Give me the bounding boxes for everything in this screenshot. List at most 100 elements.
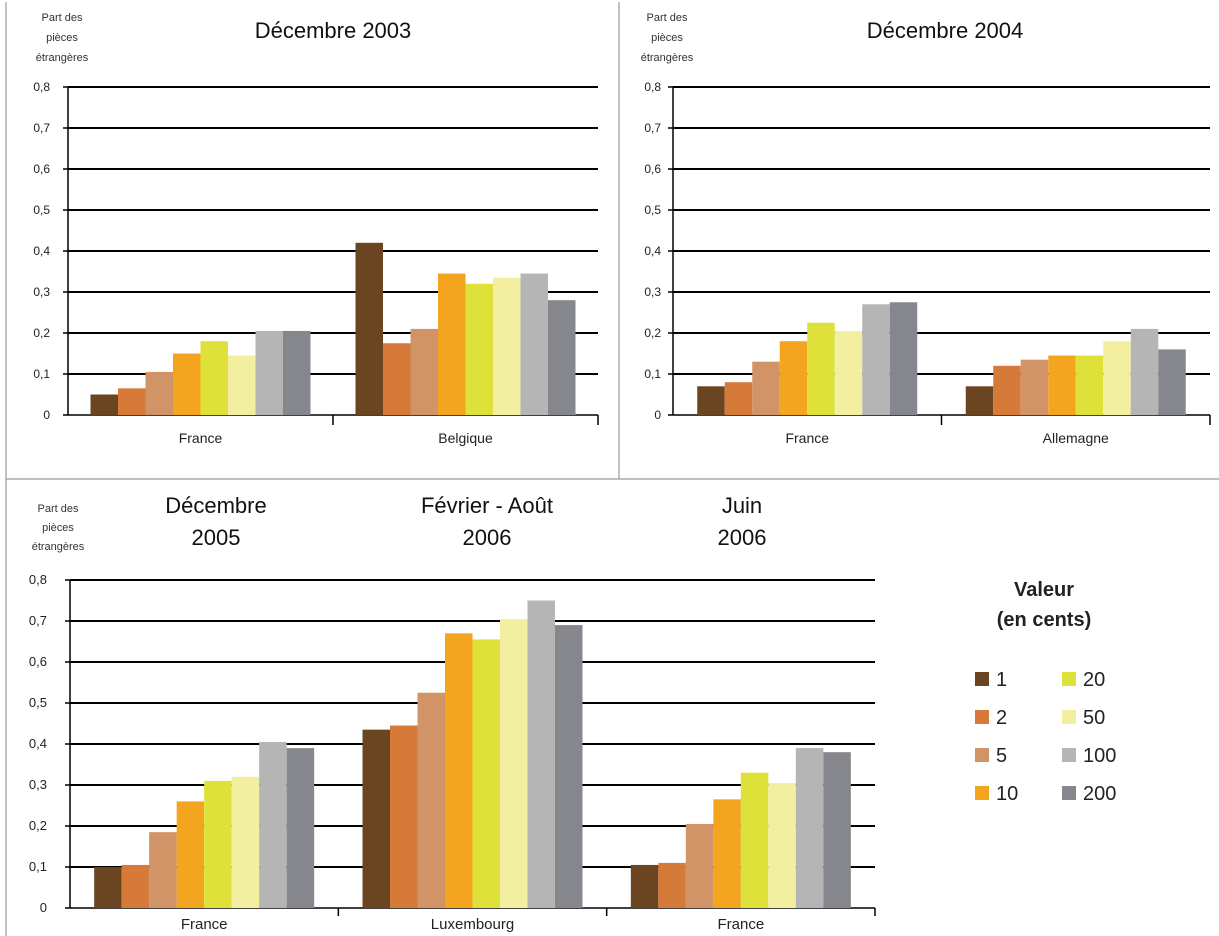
bar-2-cents <box>121 864 150 908</box>
chart-panel-2005-2006: Part des pièces étrangères Décembre 2005… <box>29 493 876 933</box>
y-tick-label: 0,4 <box>644 244 661 258</box>
bar-5-cents <box>149 832 177 908</box>
y-tick-label: 0,3 <box>644 285 661 299</box>
legend-label: 10 <box>996 783 1018 805</box>
bar-100-cents <box>259 741 287 908</box>
x-category-label: Belgique <box>438 430 493 446</box>
x-category-label: Luxembourg <box>431 916 514 933</box>
bar-200-cents <box>823 752 851 908</box>
y-tick-label: 0 <box>40 900 47 915</box>
bar-200-cents <box>1158 349 1186 415</box>
y-tick-label: 0,8 <box>29 572 47 587</box>
y-tick-label: 0,1 <box>29 859 47 874</box>
legend-label: 200 <box>1083 783 1116 805</box>
bar-50-cents <box>834 330 863 415</box>
legend-label: 50 <box>1083 707 1105 729</box>
bar-10-cents <box>438 273 466 415</box>
y-tick-label: 0,3 <box>29 777 47 792</box>
x-category-label: Allemagne <box>1043 430 1109 446</box>
y-tick-label: 0,1 <box>644 367 661 381</box>
bar-1-cents <box>362 729 390 908</box>
bar-1-cents <box>965 386 994 415</box>
x-category-label: France <box>181 916 228 933</box>
bar-2-cents <box>383 343 411 415</box>
legend-swatch-50 <box>1062 710 1076 724</box>
y-axis-label-line: étrangères <box>641 52 694 64</box>
bar-5-cents <box>145 371 173 415</box>
group-title-line: Décembre <box>165 493 266 518</box>
chart-panel-december-2004: Part des pièces étrangères Décembre 2004… <box>641 12 1211 446</box>
legend-swatch-200 <box>1062 786 1076 800</box>
y-tick-label: 0,2 <box>29 818 47 833</box>
y-tick-label: 0,6 <box>644 162 661 176</box>
bar-10-cents <box>445 633 473 908</box>
bar-10-cents <box>779 341 808 415</box>
bar-50-cents <box>1103 341 1131 415</box>
legend-swatch-1 <box>975 672 989 686</box>
bar-1-cents <box>94 867 122 908</box>
y-tick-label: 0,4 <box>33 244 50 258</box>
bar-100-cents <box>520 273 548 415</box>
bar-2-cents <box>118 388 146 415</box>
legend-swatch-2 <box>975 710 989 724</box>
bar-50-cents <box>500 618 528 908</box>
y-tick-label: 0,5 <box>29 695 47 710</box>
bar-2-cents <box>993 365 1021 415</box>
bar-2-cents <box>390 725 418 908</box>
bar-1-cents <box>90 394 118 415</box>
bar-100-cents <box>795 748 824 908</box>
chart-panel-december-2003: Part des pièces étrangères Décembre 2003… <box>33 12 599 446</box>
x-category-label: France <box>785 430 829 446</box>
y-tick-label: 0,5 <box>644 203 661 217</box>
bar-20-cents <box>465 283 493 415</box>
legend: Valeur (en cents) 1 2 5 10 20 50 100 200 <box>975 579 1116 805</box>
y-tick-label: 0,4 <box>29 736 47 751</box>
y-tick-label: 0,7 <box>33 121 50 135</box>
bar-200-cents <box>889 302 918 415</box>
group-title-line: 2006 <box>463 525 512 550</box>
y-tick-label: 0 <box>654 408 661 422</box>
y-tick-label: 0,2 <box>644 326 661 340</box>
bar-10-cents <box>1048 355 1076 415</box>
bar-50-cents <box>768 782 796 908</box>
x-category-label: France <box>717 916 764 933</box>
y-axis-label-line: pièces <box>42 522 74 534</box>
group-title-line: 2005 <box>192 525 241 550</box>
bar-20-cents <box>1075 355 1104 415</box>
y-axis-label-line: Part des <box>42 12 83 24</box>
y-tick-label: 0,8 <box>33 80 50 94</box>
legend-swatch-5 <box>975 748 989 762</box>
bar-100-cents <box>862 304 890 415</box>
bar-20-cents <box>740 772 769 908</box>
y-axis-label-line: étrangères <box>32 541 85 553</box>
bar-100-cents <box>527 600 555 908</box>
chart-title: Décembre 2003 <box>255 18 412 43</box>
bar-5-cents <box>752 361 780 415</box>
bar-5-cents <box>410 328 438 415</box>
y-tick-label: 0,6 <box>33 162 50 176</box>
legend-label: 2 <box>996 707 1007 729</box>
bar-1-cents <box>355 242 383 415</box>
legend-swatch-10 <box>975 786 989 800</box>
legend-label: 20 <box>1083 669 1105 691</box>
legend-label: 100 <box>1083 745 1116 767</box>
bar-100-cents <box>255 330 283 415</box>
y-tick-label: 0,8 <box>644 80 661 94</box>
bar-5-cents <box>1020 359 1049 415</box>
y-tick-label: 0,1 <box>33 367 50 381</box>
legend-title: (en cents) <box>997 609 1091 631</box>
bar-200-cents <box>548 300 576 415</box>
group-title-line: 2006 <box>718 525 767 550</box>
bar-20-cents <box>200 341 228 415</box>
bar-200-cents <box>283 330 311 415</box>
bar-100-cents <box>1130 328 1159 415</box>
bar-2-cents <box>658 862 686 908</box>
y-axis-label-line: étrangères <box>36 52 89 64</box>
bar-50-cents <box>493 277 521 415</box>
y-tick-label: 0,7 <box>29 613 47 628</box>
x-category-label: France <box>179 430 223 446</box>
legend-swatch-100 <box>1062 748 1076 762</box>
bar-20-cents <box>204 780 232 908</box>
bar-2-cents <box>724 382 753 415</box>
